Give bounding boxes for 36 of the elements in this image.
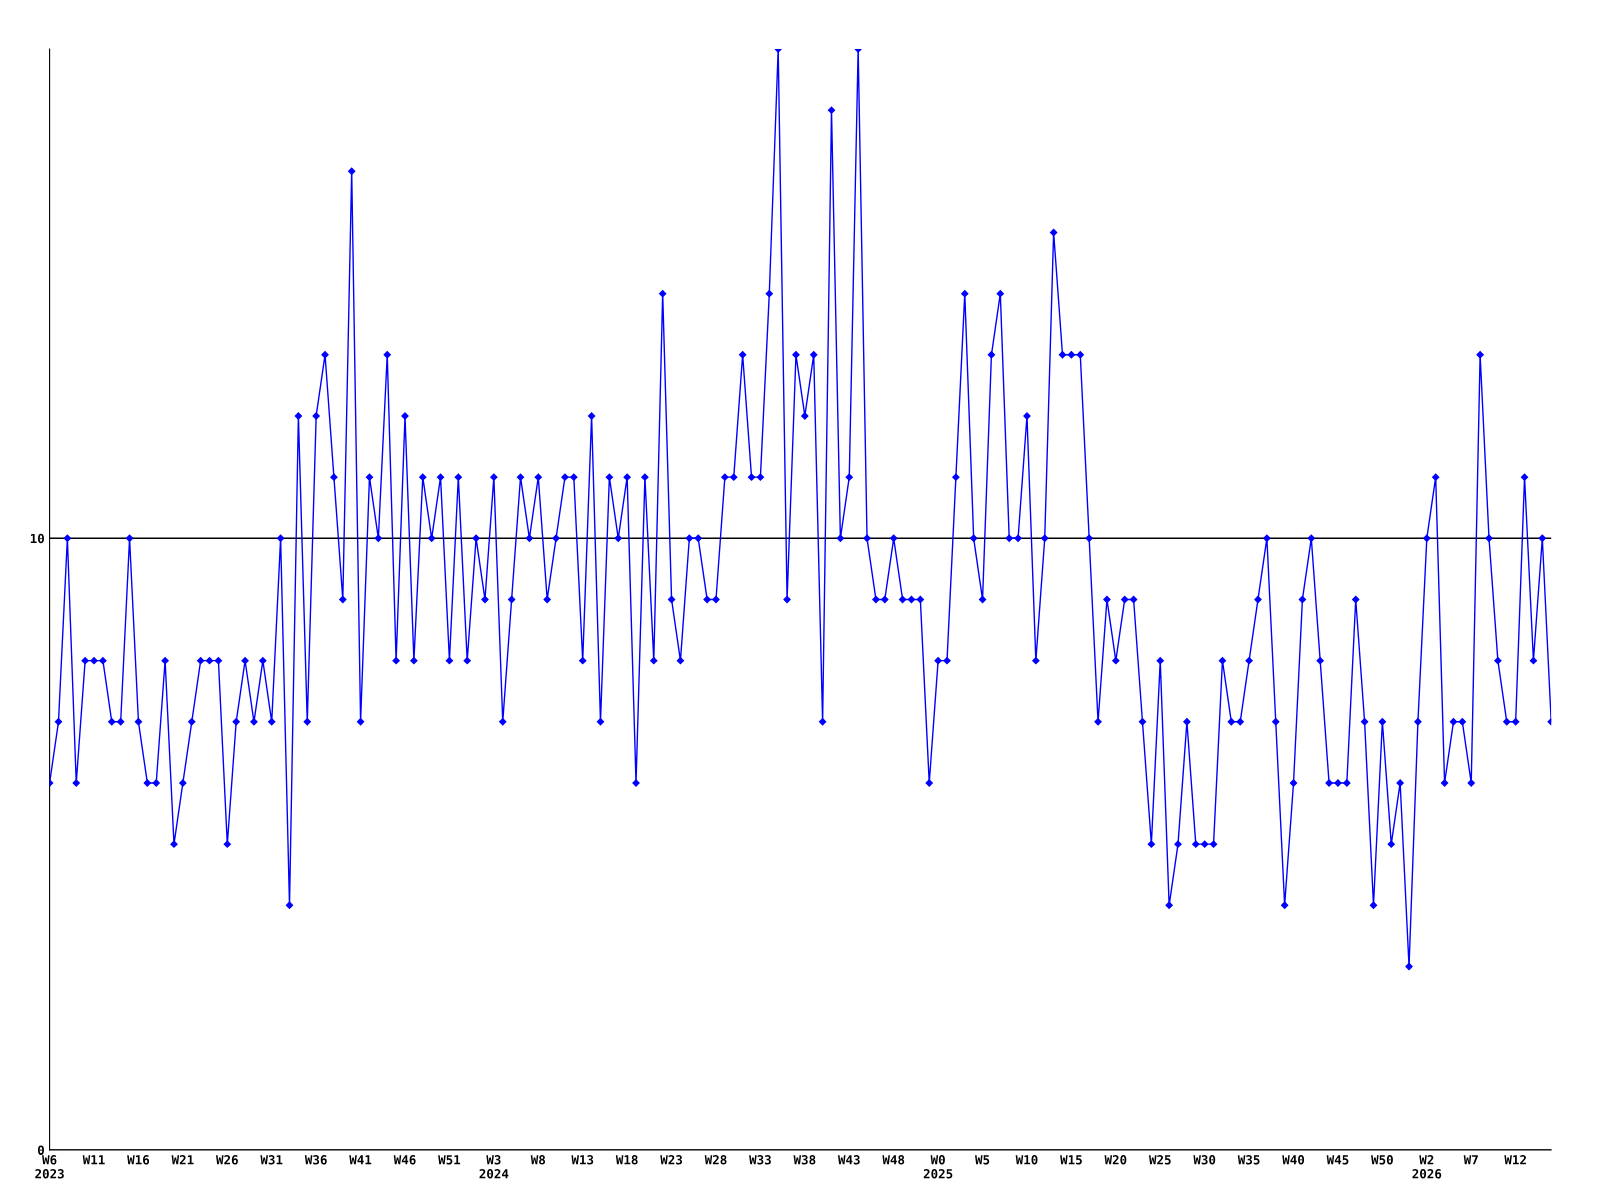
x-tick-label: W40 [1282, 1155, 1305, 1165]
y-tick-label: 10 [30, 533, 44, 544]
x-tick-label: W23 [660, 1155, 683, 1165]
x-tick-label: W38 [793, 1155, 816, 1165]
x-tick-label: W41 [349, 1155, 372, 1165]
x-tick-label: W25 [1148, 1155, 1171, 1165]
y-tick-label: 0 [37, 1145, 44, 1155]
x-tick-label: W16 [127, 1155, 150, 1165]
x-tick-label: W45 [1326, 1155, 1349, 1165]
x-tick-label: W11 [82, 1155, 105, 1165]
x-tick-label: W46 [393, 1155, 416, 1165]
x-tick-label: W48 [882, 1155, 905, 1165]
x-tick-label: W5 [975, 1155, 990, 1165]
x-tick-label: W26 [216, 1155, 238, 1165]
x-tick-label: W33 [749, 1155, 771, 1165]
x-tick-label: W12 [1504, 1155, 1526, 1165]
x-tick-label: W35 [1237, 1155, 1260, 1165]
x-tick-label: W3 2024 [479, 1155, 509, 1179]
x-tick-label: W8 [530, 1155, 546, 1165]
x-tick-label: W15 [1060, 1155, 1082, 1165]
x-tick-label: W10 [1015, 1155, 1038, 1165]
x-tick-label: W13 [571, 1155, 594, 1165]
x-tick-label: W7 [1463, 1155, 1478, 1165]
x-tick-label: W31 [260, 1155, 283, 1165]
x-tick-label: W50 [1371, 1155, 1393, 1165]
x-tick-label: W43 [837, 1155, 860, 1165]
x-tick-label: W30 [1193, 1155, 1216, 1165]
x-tick-label: W2 2026 [1412, 1155, 1442, 1179]
x-tick-label: W18 [615, 1155, 638, 1165]
x-tick-label: W21 [171, 1155, 194, 1165]
x-tick-label: W6 2023 [35, 1155, 64, 1179]
x-tick-label: W36 [304, 1155, 327, 1165]
x-tick-label: W51 [438, 1155, 461, 1165]
x-tick-label: W20 [1104, 1155, 1127, 1165]
x-tick-label: W28 [704, 1155, 727, 1165]
x-tick-label: W0 2025 [923, 1155, 953, 1179]
